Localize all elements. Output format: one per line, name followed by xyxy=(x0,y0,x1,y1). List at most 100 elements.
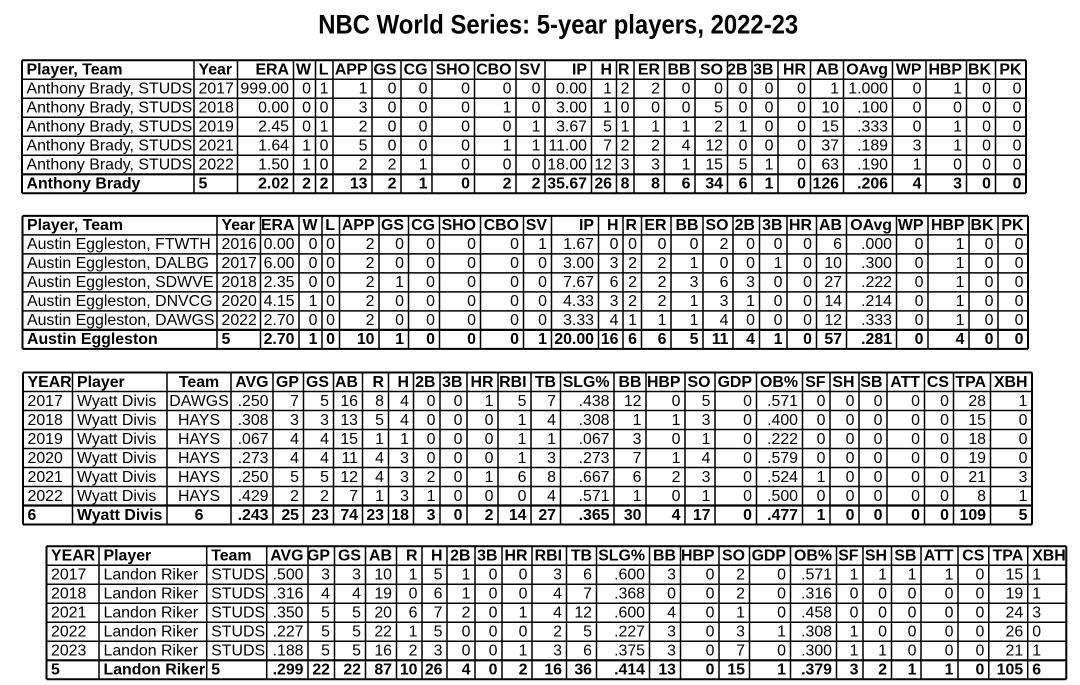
svg-text:3: 3 xyxy=(667,567,676,584)
svg-text:0: 0 xyxy=(940,469,949,486)
svg-text:4: 4 xyxy=(956,331,965,348)
svg-text:0: 0 xyxy=(720,255,729,272)
svg-text:7: 7 xyxy=(290,393,299,410)
svg-text:7: 7 xyxy=(547,393,556,410)
svg-text:4: 4 xyxy=(320,450,329,467)
svg-text:7: 7 xyxy=(603,138,612,155)
svg-text:1: 1 xyxy=(777,624,786,641)
svg-text:0: 0 xyxy=(538,255,547,272)
svg-text:1.64: 1.64 xyxy=(258,138,289,155)
svg-text:1: 1 xyxy=(359,81,368,98)
svg-text:HBP: HBP xyxy=(931,217,965,234)
svg-text:0: 0 xyxy=(874,431,883,448)
svg-text:1: 1 xyxy=(519,605,528,622)
svg-text:0: 0 xyxy=(915,331,924,348)
svg-text:0: 0 xyxy=(454,469,463,486)
svg-text:Austin Eggleston, SDWVE: Austin Eggleston, SDWVE xyxy=(27,274,213,291)
svg-text:.189: .189 xyxy=(857,138,888,155)
svg-text:26: 26 xyxy=(1006,624,1024,641)
svg-text:.300: .300 xyxy=(861,255,892,272)
svg-text:27: 27 xyxy=(824,274,842,291)
svg-text:XBH: XBH xyxy=(994,374,1028,391)
svg-text:22: 22 xyxy=(374,624,392,641)
svg-text:0: 0 xyxy=(1015,274,1024,291)
svg-text:YEAR: YEAR xyxy=(51,548,96,565)
svg-text:0: 0 xyxy=(911,488,920,505)
svg-text:GP: GP xyxy=(307,548,330,565)
svg-text:3: 3 xyxy=(610,293,619,310)
svg-text:2018: 2018 xyxy=(28,412,64,429)
svg-text:7: 7 xyxy=(736,643,745,660)
svg-text:3: 3 xyxy=(547,450,556,467)
svg-text:0: 0 xyxy=(945,643,954,660)
svg-text:0: 0 xyxy=(485,431,494,448)
svg-text:0: 0 xyxy=(461,176,470,193)
svg-text:0: 0 xyxy=(765,138,774,155)
svg-text:3: 3 xyxy=(621,157,630,174)
svg-text:0: 0 xyxy=(1019,412,1028,429)
svg-text:H: H xyxy=(431,548,442,565)
svg-text:0: 0 xyxy=(908,586,917,603)
svg-text:PK: PK xyxy=(1001,217,1024,234)
svg-text:13: 13 xyxy=(340,412,358,429)
svg-text:Landon Riker: Landon Riker xyxy=(104,662,206,679)
svg-text:.458: .458 xyxy=(801,605,832,622)
svg-text:0: 0 xyxy=(454,412,463,429)
svg-text:SH: SH xyxy=(865,548,887,565)
svg-text:0: 0 xyxy=(409,586,418,603)
svg-text:0: 0 xyxy=(461,157,470,174)
svg-text:0: 0 xyxy=(797,81,806,98)
svg-text:Wyatt Divis: Wyatt Divis xyxy=(77,431,156,448)
svg-text:.243: .243 xyxy=(238,507,269,524)
svg-text:5: 5 xyxy=(359,138,368,155)
svg-text:5: 5 xyxy=(583,624,592,641)
svg-text:0: 0 xyxy=(426,293,435,310)
svg-text:2: 2 xyxy=(651,81,660,98)
svg-text:2017: 2017 xyxy=(51,567,87,584)
svg-text:.190: .190 xyxy=(857,157,888,174)
svg-text:.188: .188 xyxy=(273,643,304,660)
svg-text:R: R xyxy=(373,374,385,391)
svg-text:0: 0 xyxy=(945,624,954,641)
svg-text:21: 21 xyxy=(968,469,986,486)
svg-text:0: 0 xyxy=(874,488,883,505)
svg-text:1: 1 xyxy=(658,312,667,329)
svg-text:0: 0 xyxy=(985,236,994,253)
svg-text:5: 5 xyxy=(714,100,723,117)
svg-text:0: 0 xyxy=(395,236,404,253)
svg-text:1: 1 xyxy=(538,236,547,253)
svg-text:0: 0 xyxy=(743,412,752,429)
svg-text:4: 4 xyxy=(375,450,384,467)
svg-text:7: 7 xyxy=(434,605,443,622)
svg-text:4: 4 xyxy=(400,393,409,410)
svg-text:26: 26 xyxy=(594,176,612,193)
svg-text:Wyatt Divis: Wyatt Divis xyxy=(77,393,156,410)
svg-text:1: 1 xyxy=(1032,586,1041,603)
svg-text:Anthony Brady, STUDS: Anthony Brady, STUDS xyxy=(27,100,193,117)
svg-text:14: 14 xyxy=(824,293,842,310)
svg-text:0: 0 xyxy=(427,450,436,467)
svg-text:.250: .250 xyxy=(238,469,269,486)
svg-text:0: 0 xyxy=(911,412,920,429)
svg-text:BB: BB xyxy=(676,217,699,234)
svg-text:0: 0 xyxy=(510,274,519,291)
svg-text:2018: 2018 xyxy=(51,586,87,603)
svg-text:4: 4 xyxy=(720,312,729,329)
svg-text:2018: 2018 xyxy=(199,100,235,117)
svg-text:4: 4 xyxy=(290,431,299,448)
svg-text:BB: BB xyxy=(668,62,691,79)
svg-text:19: 19 xyxy=(1006,586,1024,603)
svg-text:2: 2 xyxy=(628,293,637,310)
svg-text:.500: .500 xyxy=(767,488,798,505)
svg-text:1: 1 xyxy=(908,567,917,584)
svg-text:0: 0 xyxy=(672,488,681,505)
svg-text:16: 16 xyxy=(374,643,392,660)
svg-text:.571: .571 xyxy=(801,567,832,584)
svg-text:0: 0 xyxy=(846,393,855,410)
svg-text:0: 0 xyxy=(911,431,920,448)
svg-text:18.00: 18.00 xyxy=(547,157,587,174)
svg-text:1: 1 xyxy=(518,431,527,448)
svg-text:3: 3 xyxy=(736,624,745,641)
svg-text:Landon Riker: Landon Riker xyxy=(104,586,199,603)
svg-text:H: H xyxy=(607,217,618,234)
